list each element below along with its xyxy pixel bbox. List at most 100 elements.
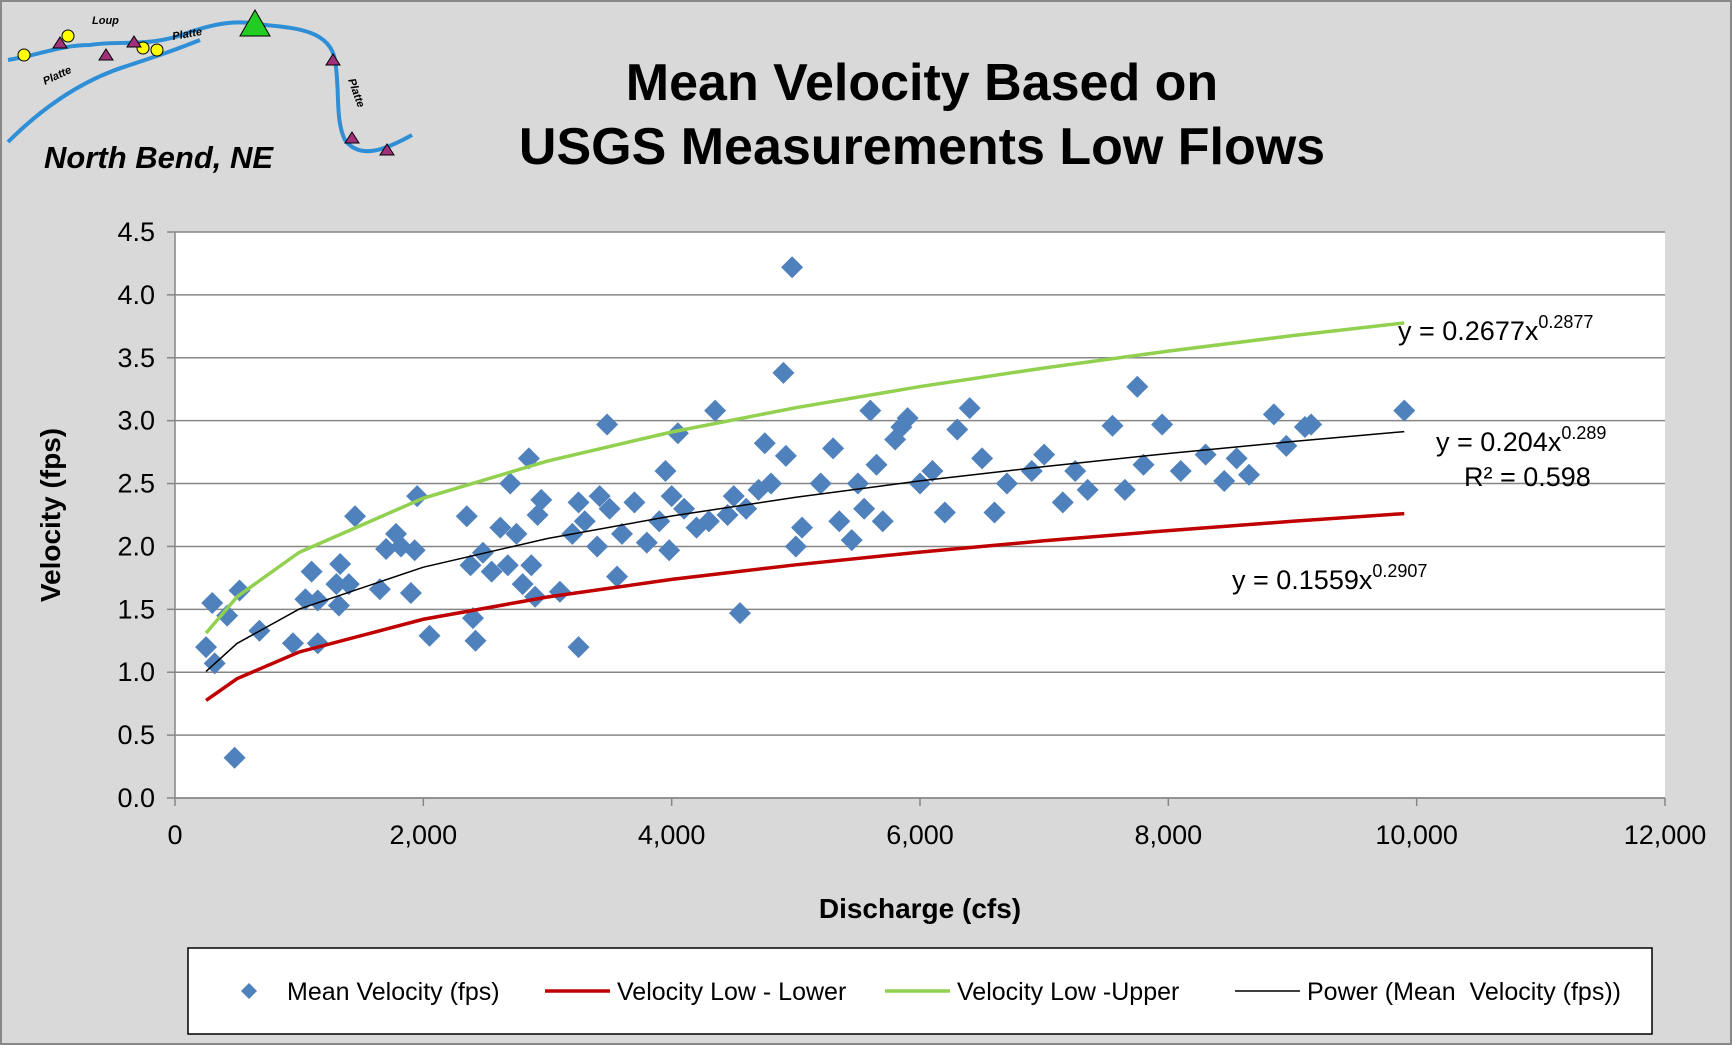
y-tick-label: 1.0 (117, 657, 155, 687)
data-point (530, 488, 553, 511)
y-tick-label: 1.5 (117, 594, 155, 624)
site-marker (52, 36, 68, 49)
data-point (909, 472, 931, 495)
data-point (325, 573, 348, 596)
chart-title: USGS Measurements Low Flows (519, 118, 1325, 176)
annotation-superscript: 0.2877 (1538, 312, 1593, 332)
data-point (223, 746, 246, 769)
data-point (753, 432, 776, 455)
site-marker (98, 48, 114, 61)
data-point (499, 472, 522, 495)
data-point (216, 604, 239, 627)
x-tick-label: 2,000 (390, 820, 458, 850)
data-point (281, 632, 304, 655)
data-point (1064, 459, 1087, 482)
data-point (526, 504, 549, 526)
data-point (606, 565, 629, 588)
data-point (327, 594, 350, 617)
data-point (971, 447, 994, 470)
data-point (573, 510, 596, 533)
data-point (1213, 470, 1236, 493)
inset-map: Loup Platte Platte Platte North Bend, NE (6, 8, 413, 175)
data-point (784, 535, 807, 558)
data-point (1113, 478, 1136, 501)
data-point (840, 529, 863, 552)
data-point (772, 361, 795, 384)
data-point (697, 510, 720, 533)
data-point (455, 505, 478, 528)
data-point (921, 459, 944, 482)
legend-marker (241, 983, 257, 999)
data-point (859, 399, 882, 422)
trend-line (205, 511, 1405, 702)
data-point (1033, 443, 1056, 466)
data-point (828, 510, 851, 533)
map-location: North Bend, NE (44, 140, 274, 175)
y-tick-label: 4.5 (117, 217, 155, 247)
y-tick-label: 3.0 (117, 406, 155, 436)
data-point (722, 485, 745, 508)
data-point (1225, 447, 1248, 470)
data-point (201, 592, 224, 615)
data-point (728, 602, 751, 625)
river (6, 38, 201, 144)
data-point (228, 579, 251, 602)
gauge-marker (17, 48, 31, 62)
data-point (654, 459, 677, 482)
data-point (375, 537, 398, 560)
data-point (1101, 414, 1124, 437)
data-point (648, 510, 671, 533)
data-point (774, 444, 797, 467)
annotation: y = 0.204x0.289 (1436, 423, 1606, 457)
data-point (1393, 399, 1416, 422)
data-point (822, 437, 845, 460)
data-point (496, 554, 519, 577)
y-axis-label: Velocity (fps) (35, 428, 66, 602)
data-point (418, 624, 441, 647)
data-point (1238, 463, 1261, 486)
x-axis-label: Discharge (cfs) (819, 893, 1021, 924)
river-label: Platte (171, 26, 203, 43)
data-point (853, 497, 876, 520)
data-point (791, 516, 814, 539)
data-point (596, 413, 619, 436)
data-point (716, 504, 739, 526)
data-point (933, 501, 956, 524)
data-point (896, 407, 919, 430)
data-point (1275, 434, 1298, 457)
data-point (983, 501, 1006, 524)
data-point (958, 397, 981, 420)
data-point (760, 472, 782, 495)
data-point (1132, 453, 1155, 476)
annotation: y = 0.2677x0.2877 (1398, 312, 1593, 346)
site-marker (325, 53, 341, 66)
data-point (459, 554, 482, 577)
x-tick-label: 4,000 (638, 820, 706, 850)
y-tick-label: 2.0 (117, 531, 155, 561)
data-point (586, 535, 609, 558)
data-point (329, 553, 352, 576)
gauge-marker (61, 29, 75, 43)
data-point (1126, 375, 1149, 398)
data-point (660, 485, 683, 508)
legend-label: Velocity Low -Upper (957, 978, 1179, 1006)
data-point (399, 581, 422, 604)
data-point (623, 491, 646, 514)
data-point (871, 510, 894, 533)
x-tick-label: 6,000 (886, 820, 954, 850)
annotation-text: y = 0.1559x (1232, 565, 1373, 595)
river (7, 20, 413, 154)
chart-title: Mean Velocity Based on (626, 54, 1218, 112)
data-point (1051, 491, 1074, 514)
gauge-marker (150, 43, 164, 57)
y-tick-label: 3.5 (117, 343, 155, 373)
site-marker (379, 143, 395, 156)
data-point (306, 589, 329, 612)
x-tick-label: 8,000 (1135, 820, 1203, 850)
data-point (588, 485, 611, 508)
legend-label: Mean Velocity (fps) (287, 978, 500, 1006)
data-point (1169, 459, 1192, 482)
data-point (995, 472, 1018, 495)
site-marker (239, 8, 271, 37)
trend-line (204, 321, 1405, 635)
